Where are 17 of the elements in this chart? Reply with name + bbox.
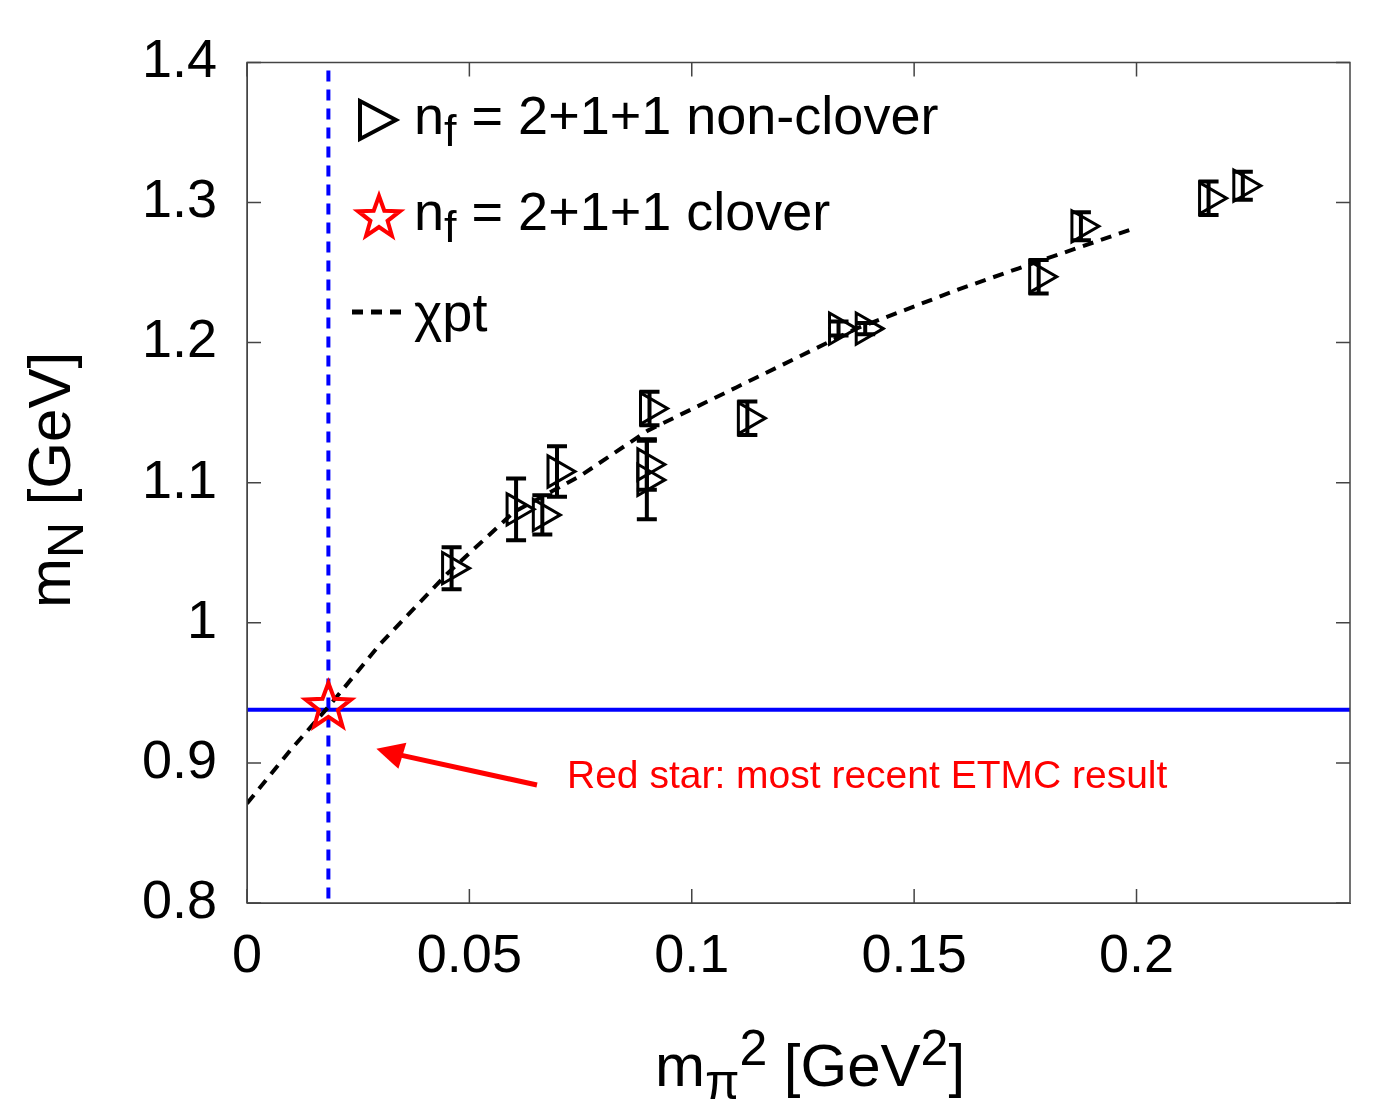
y-tick-label: 1.1 xyxy=(141,448,217,509)
y-tick-label: 1.2 xyxy=(141,308,217,369)
y-tick-label: 1.4 xyxy=(141,28,217,89)
x-tick-label: 0.05 xyxy=(416,923,522,984)
x-tick-label: 0.2 xyxy=(1098,923,1175,984)
y-tick-label: 0.8 xyxy=(141,868,217,929)
x-axis-title: m$_{π}$$^{2}$ [GeV$^{2}$] xyxy=(654,1019,966,1111)
x-tick-label: 0 xyxy=(231,923,263,984)
annotation: Red star: most recent ETMC result xyxy=(567,753,1168,797)
x-tick-label: 0.15 xyxy=(861,923,967,984)
legend-label: n$_{f}$ = 2+1+1 non-clover xyxy=(414,84,939,157)
x-tick-label: 0.1 xyxy=(654,923,730,984)
legend-label: n$_{f}$ = 2+1+1 clover xyxy=(414,180,831,253)
y-tick-label: 0.9 xyxy=(141,728,217,789)
legend-label: χpt xyxy=(414,281,488,344)
y-tick-label: 1 xyxy=(186,588,217,649)
y-tick-label: 1.3 xyxy=(141,168,217,229)
